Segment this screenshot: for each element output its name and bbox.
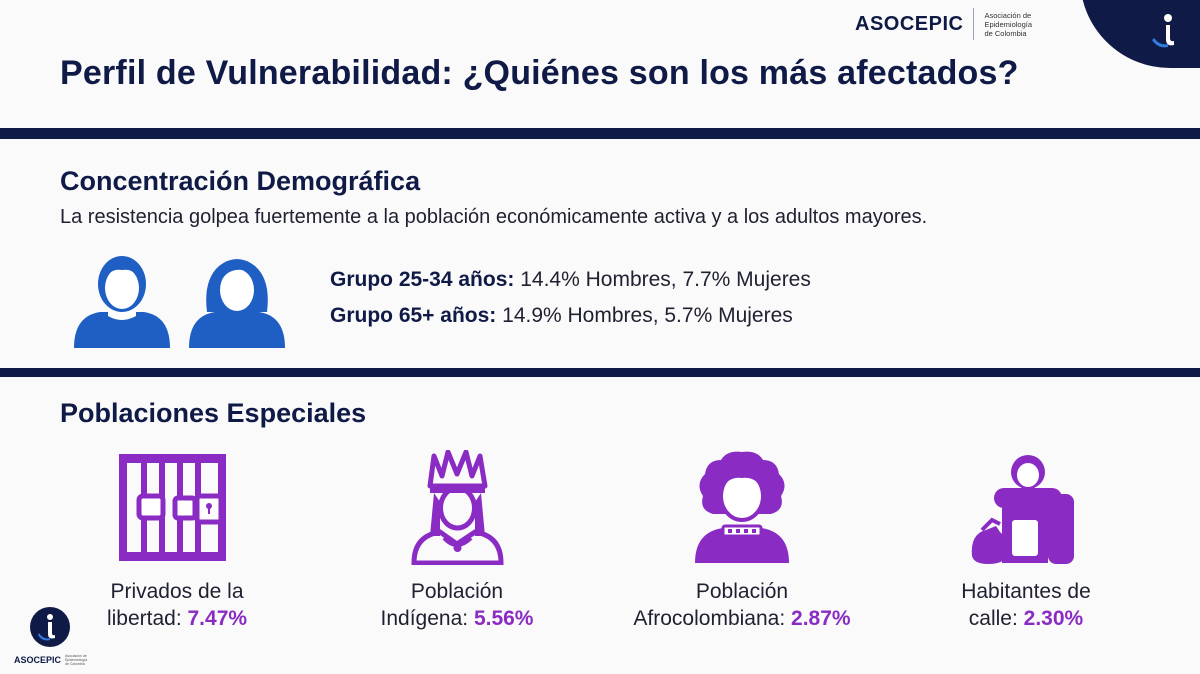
item-line1: Privados de la	[110, 580, 244, 603]
page-title: Perfil de Vulnerabilidad: ¿Quiénes son l…	[60, 54, 1019, 92]
special-item-afro: Población Afrocolombiana: 2.87%	[622, 578, 862, 632]
footer-logo: ASOCEPIC Asociación de Epidemiología de …	[14, 607, 94, 666]
item-percentage: 2.30%	[1023, 607, 1084, 630]
afro-person-icon	[695, 451, 789, 563]
group-value: 14.9% Hombres, 5.7% Mujeres	[502, 304, 793, 327]
footer-brand-subtitle: Asociación de Epidemiología de Colombia	[65, 654, 91, 666]
item-percentage: 7.47%	[187, 607, 248, 630]
item-percentage: 5.56%	[473, 607, 534, 630]
indigenous-person-icon	[411, 450, 504, 565]
special-heading: Poblaciones Especiales	[60, 398, 367, 428]
divider-middle	[0, 368, 1200, 377]
group-label: Grupo 25-34 años:	[330, 268, 515, 291]
footer-subtitle-line: Epidemiología	[65, 658, 88, 662]
item-label: libertad:	[106, 607, 182, 630]
special-item-homeless: Habitantes de calle: 2.30%	[906, 578, 1146, 632]
item-line2: Indígena: 5.56%	[337, 605, 577, 632]
asocepic-logo-icon	[1152, 14, 1174, 48]
item-line2: calle: 2.30%	[906, 605, 1146, 632]
special-item-prisoners: Privados de la libertad: 7.47%	[57, 578, 297, 632]
asocepic-logo-icon	[30, 607, 70, 647]
brand-subtitle: Asociación de Epidemiología de Colombia	[984, 11, 1054, 38]
footer-subtitle-line: de Colombia	[65, 662, 85, 666]
item-line1: Población	[695, 580, 789, 603]
item-label: calle:	[968, 607, 1018, 630]
item-label: Afrocolombiana:	[633, 607, 786, 630]
prison-bars-icon	[119, 454, 226, 561]
item-label: Indígena:	[380, 607, 469, 630]
brand-subtitle-line: Epidemiología	[984, 19, 1032, 29]
male-person-icon	[74, 256, 170, 348]
demographics-heading: Concentración Demográfica	[60, 166, 421, 196]
group-value: 14.4% Hombres, 7.7% Mujeres	[520, 268, 811, 291]
footer-brand-row: ASOCEPIC Asociación de Epidemiología de …	[14, 654, 94, 666]
divider-top	[0, 128, 1200, 139]
special-item-indigenous: Población Indígena: 5.56%	[337, 578, 577, 632]
item-line2: Afrocolombiana: 2.87%	[622, 605, 862, 632]
item-percentage: 2.87%	[791, 607, 851, 630]
brand-divider	[973, 8, 975, 40]
group-25-34: Grupo 25-34 años: 14.4% Hombres, 7.7% Mu…	[330, 268, 811, 292]
corner-tab	[1080, 0, 1200, 68]
item-line2: libertad: 7.47%	[57, 605, 297, 632]
group-label: Grupo 65+ años:	[330, 304, 497, 327]
item-line1: Habitantes de	[961, 580, 1091, 603]
group-65-plus: Grupo 65+ años: 14.9% Hombres, 5.7% Muje…	[330, 304, 793, 328]
item-line1: Población	[410, 580, 504, 603]
brand-name: ASOCEPIC	[855, 12, 964, 35]
footer-subtitle-line: Asociación de	[65, 654, 87, 658]
footer-brand-name: ASOCEPIC	[14, 655, 62, 665]
female-person-icon	[189, 259, 285, 348]
brand-subtitle-line: Asociación de	[984, 10, 1032, 20]
homeless-person-icon	[971, 455, 1074, 564]
demographics-subtitle: La resistencia golpea fuertemente a la p…	[60, 206, 928, 228]
brand-subtitle-line: de Colombia	[984, 28, 1027, 38]
header-brand: ASOCEPIC Asociación de Epidemiología de …	[855, 8, 1054, 40]
